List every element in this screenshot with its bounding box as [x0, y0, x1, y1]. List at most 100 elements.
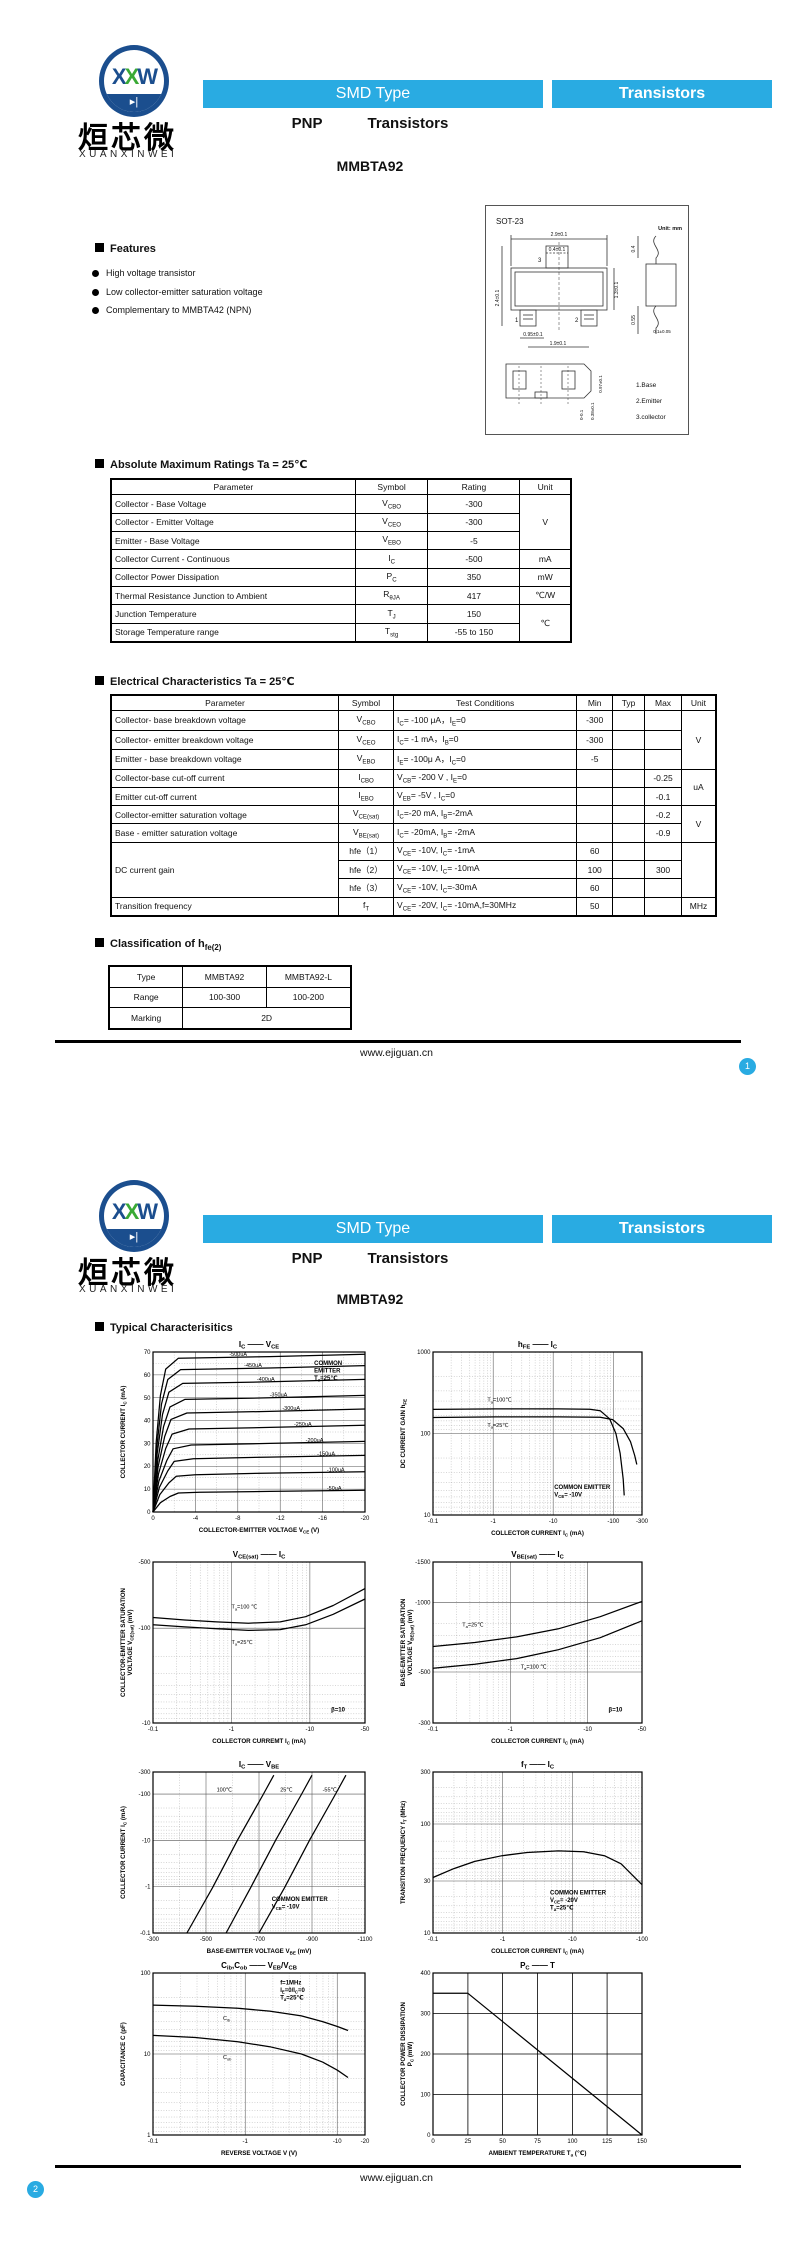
cell: 100-300 [182, 986, 267, 1009]
cell [644, 841, 682, 862]
cell: 350 [427, 567, 521, 587]
cell: Collector- base breakdown voltage [110, 710, 339, 731]
svg-text:VCE(sat) —— IC: VCE(sat) —— IC [233, 1550, 286, 1561]
chart-ic-vbe: 100℃ 25℃ -55℃ -300 -500 -700 -900 -1100 -300 -100… [117, 1758, 374, 1965]
svg-text:-20: -20 [361, 2139, 370, 2145]
svg-text:COMMON EMITTER: COMMON EMITTER [550, 1890, 607, 1896]
svg-text:COMMON EMITTER: COMMON EMITTER [272, 1897, 329, 1903]
square-bullet-icon [95, 676, 104, 685]
cell: VCBO [337, 710, 395, 731]
cell [680, 841, 717, 898]
package-outline-drawing: SOT-23 Unit: mm 2.9±0.1 0.4±0.1 2.4±0.1 … [485, 205, 689, 435]
table-row: Base - emitter saturation voltage VBE(sat… [110, 823, 716, 843]
table-row: Emitter cut-off current IEBO VEB= -5V , IC… [110, 786, 716, 807]
feature-item: Low collector-emitter saturation voltage [92, 287, 263, 297]
svg-text:-300: -300 [636, 1519, 649, 1525]
cell: VCE= -10V, IC= -1mA [393, 841, 578, 862]
svg-text:1: 1 [515, 318, 519, 324]
cell: Transition frequency [110, 896, 339, 917]
svg-text:Ta=25℃: Ta=25℃ [462, 1621, 483, 1629]
svg-text:-450uA: -450uA [244, 1363, 262, 1369]
table-row: Marking 2D [108, 1007, 352, 1030]
cell: VEBO [337, 749, 395, 770]
svg-text:COLLECTOR CURRENT IC (mA): COLLECTOR CURRENT IC (mA) [491, 1530, 584, 1538]
svg-text:Cib,Cob —— VEB/VCB: Cib,Cob —— VEB/VCB [221, 1961, 297, 1972]
table-row: Collector Power Dissipation PC 350 mW [110, 567, 572, 587]
cell: Symbol [354, 478, 429, 496]
svg-text:COLLECTOR CURRENT IC (mA): COLLECTOR CURRENT IC (mA) [491, 1738, 584, 1746]
svg-text:Ta=100 ℃: Ta=100 ℃ [231, 1604, 257, 1612]
cell: PC [354, 567, 429, 587]
cell: TJ [354, 604, 429, 624]
cell [612, 768, 646, 788]
svg-text:10: 10 [424, 1931, 431, 1937]
cell: hfe（1） [337, 841, 395, 862]
svg-text:1.9±0.1: 1.9±0.1 [550, 341, 567, 347]
square-bullet-icon [95, 938, 104, 947]
banner-smd-type: SMD Type [203, 80, 543, 108]
diode-icon: ▸| [104, 1229, 164, 1247]
svg-text:EMITTER: EMITTER [314, 1368, 341, 1374]
cell: 60 [576, 878, 614, 898]
cell: ICBO [337, 768, 395, 788]
svg-text:10: 10 [144, 1487, 151, 1493]
svg-text:TRANSITION FREQUENCY fT (MHz: TRANSITION FREQUENCY fT (MHz) [400, 1801, 408, 1904]
cell: IC= -1 mA，IB=0 [393, 729, 578, 751]
cell: 2D [182, 1007, 352, 1030]
part-number: MMBTA92 [336, 1291, 404, 1307]
svg-text:-500: -500 [138, 1560, 151, 1566]
cell: Emitter - Base Voltage [110, 530, 356, 551]
svg-text:-1: -1 [500, 1937, 506, 1943]
bullet-icon [92, 270, 99, 278]
footer-rule [55, 2165, 741, 2168]
cell: Collector Current - Continuous [110, 549, 356, 569]
svg-text:-10: -10 [306, 1727, 315, 1733]
cell: Collector - Emitter Voltage [110, 512, 356, 532]
svg-text:VCE= -10V: VCE= -10V [554, 1492, 582, 1499]
cell [612, 710, 646, 731]
svg-text:-10: -10 [583, 1727, 592, 1733]
cell: Collector Power Dissipation [110, 567, 356, 587]
cell [612, 878, 646, 898]
cell: uA [680, 768, 717, 807]
svg-text:-100: -100 [138, 1792, 151, 1798]
cell: Tstg [354, 622, 429, 643]
svg-text:-12: -12 [276, 1516, 285, 1522]
cell: Test Conditions [393, 694, 578, 712]
table-row: Collector- base breakdown voltage VCBO IC=… [110, 710, 717, 770]
cell: Type [108, 965, 184, 988]
svg-text:400: 400 [420, 1971, 431, 1977]
svg-text:30: 30 [424, 1879, 431, 1885]
svg-text:-0.1: -0.1 [428, 1519, 439, 1525]
svg-text:Ta=25℃: Ta=25℃ [550, 1904, 574, 1912]
svg-text:50: 50 [144, 1396, 151, 1402]
svg-text:40: 40 [144, 1419, 151, 1425]
part-number: MMBTA92 [336, 158, 404, 174]
table-row: Range 100-300 100-200 [108, 986, 352, 1009]
svg-text:VOLTAGE VBE(sat) (mV): VOLTAGE VBE(sat) (mV) [407, 1609, 415, 1675]
chart-ft-ic: -0.1 -1 -10 -100 300 100 30 10 fT —— IC COLLECTOR… [397, 1758, 651, 1965]
svg-text:0.1±0.05: 0.1±0.05 [653, 329, 671, 334]
svg-text:Ta=100 ℃: Ta=100 ℃ [521, 1663, 547, 1671]
table-row: hfe（3） VCE= -10V, IC=-30mA 60 [111, 878, 716, 898]
cell: 300 [644, 859, 682, 880]
svg-text:1000: 1000 [417, 1350, 431, 1356]
svg-text:-10: -10 [142, 1838, 151, 1844]
logo-mark: XXW [111, 64, 158, 89]
svg-text:0: 0 [431, 2139, 435, 2145]
svg-text:COMMON EMITTER: COMMON EMITTER [554, 1485, 611, 1491]
svg-text:Cob: Cob [223, 2055, 232, 2062]
svg-text:VOLTAGE VCE(sat) (mV): VOLTAGE VCE(sat) (mV) [127, 1609, 135, 1675]
svg-text:-1: -1 [243, 2139, 249, 2145]
svg-text:COLLECTOR POWER DISSIPATION: COLLECTOR POWER DISSIPATION [400, 2002, 407, 2106]
cell [576, 805, 614, 825]
svg-text:-1100: -1100 [358, 1937, 374, 1943]
table-row: Collector-base cut-off current ICBO VCB= -… [110, 768, 717, 807]
cell: Junction Temperature [110, 604, 356, 624]
svg-text:20: 20 [144, 1464, 151, 1470]
page-number-badge: 2 [27, 2181, 44, 2198]
cell: VEBO [354, 530, 429, 551]
svg-text:-100: -100 [607, 1519, 620, 1525]
svg-text:-0.1: -0.1 [148, 1727, 159, 1733]
